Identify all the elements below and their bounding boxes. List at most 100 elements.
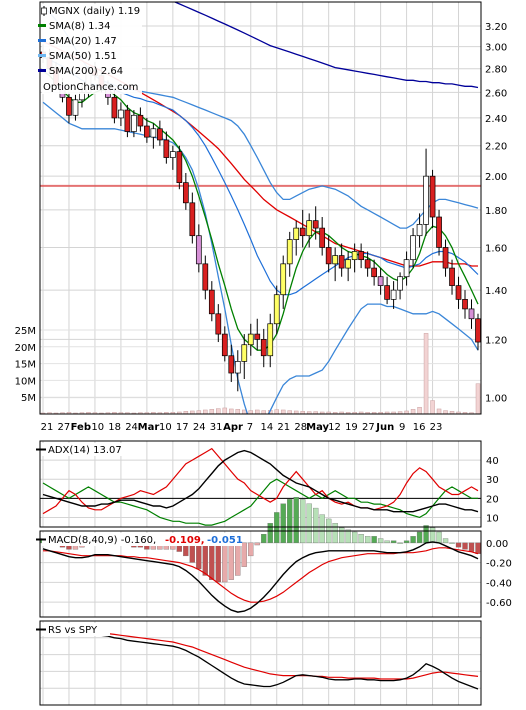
x-axis-label: 16 <box>413 422 426 433</box>
x-axis-label: Apr <box>223 422 243 433</box>
candle-body <box>416 224 423 237</box>
x-axis-label: 21 <box>277 422 290 433</box>
volume-bar <box>222 407 228 415</box>
volume-bar <box>261 410 266 415</box>
macd-histogram-bar <box>455 542 462 548</box>
minus-di-line <box>42 478 478 526</box>
rs-line <box>42 627 479 690</box>
macd-histogram-bar <box>209 542 215 580</box>
price-tick-label: 1.60 <box>485 243 507 254</box>
volume-bar <box>287 410 292 415</box>
macd-histogram-bar <box>339 527 345 544</box>
volume-bar <box>436 408 442 415</box>
price-panel-frame <box>39 1 482 415</box>
macd-histogram-bar <box>384 540 390 544</box>
macd-histogram-value: -0.051 <box>207 535 243 546</box>
adx-tick-label: 10 <box>486 513 499 524</box>
macd-histogram-bar <box>377 538 384 544</box>
candle-body <box>442 247 449 269</box>
candle-body <box>338 255 345 269</box>
legend-swatch <box>38 39 46 42</box>
candle-body <box>124 109 131 132</box>
x-axis-label: 18 <box>108 422 121 433</box>
volume-bar <box>280 409 286 415</box>
volume-bar <box>255 409 260 415</box>
x-axis-label: 7 <box>247 422 253 433</box>
candle-body <box>332 255 339 265</box>
candle-body <box>273 294 280 325</box>
candle-body <box>293 227 300 240</box>
macd-label-bg <box>42 533 242 546</box>
price-tick-label: 2.40 <box>485 114 507 125</box>
macd-histogram-bar <box>222 542 228 583</box>
candle-body <box>208 289 215 315</box>
macd-histogram-bar <box>351 531 358 544</box>
rs-label: RS vs SPY <box>48 625 98 636</box>
candle-body <box>195 235 202 265</box>
volume-bar <box>443 410 448 415</box>
macd-histogram-bar <box>436 531 442 544</box>
candle-body <box>241 344 248 362</box>
adx-panel-frame <box>39 440 482 528</box>
legend-candle-icon <box>41 7 47 15</box>
x-axis-label: 28 <box>294 422 307 433</box>
adx-tick-label: 30 <box>486 475 499 486</box>
legend-label: MGNX (daily) 1.19 <box>49 6 140 17</box>
candle-body <box>131 114 137 132</box>
candle-body <box>137 114 144 127</box>
macd-tick-label: -0.20 <box>486 559 512 570</box>
volume-tick-label: 20M <box>15 343 36 354</box>
text-layer: 3.20 3.00 2.80 2.60 2.40 2.20 2.00 1.80 1.60 1.40… <box>15 4 512 636</box>
candle-body <box>319 227 326 248</box>
x-axis-label: 24 <box>125 422 138 433</box>
macd-histogram-bar <box>202 542 208 576</box>
macd-histogram-bar <box>287 499 293 544</box>
sma8-line <box>42 70 479 351</box>
macd-histogram-bar <box>248 542 254 557</box>
x-axis-label: 19 <box>345 422 358 433</box>
x-axis-label: 27 <box>58 422 71 433</box>
candle-body <box>247 333 254 346</box>
candle-body <box>345 259 351 269</box>
candle-body <box>157 128 163 141</box>
macd-histogram-bar <box>371 536 377 544</box>
macd-histogram-bar <box>364 536 371 544</box>
price-tick-label: 1.00 <box>485 394 507 405</box>
candle-body <box>202 263 209 291</box>
macd-histogram-bar <box>429 527 436 544</box>
volume-bar <box>417 407 422 415</box>
x-axis-label: Feb <box>71 422 91 433</box>
volume-bar <box>430 400 435 415</box>
x-axis-label: 21 <box>41 422 54 433</box>
macd-line <box>42 541 479 613</box>
macd-label: MACD(8,40,9) -0.160, <box>48 535 156 546</box>
candle-body <box>221 333 228 357</box>
adx-tick-label: 40 <box>486 456 499 467</box>
x-axis-label: 23 <box>430 422 443 433</box>
macd-histogram-bar <box>215 542 221 583</box>
macd-histogram-bar <box>416 531 423 544</box>
candle-body <box>462 299 468 310</box>
macd-panel-frame <box>39 530 482 618</box>
price-tick-label: 1.80 <box>485 206 507 217</box>
bollinger-lower-line <box>42 101 479 414</box>
macd-histogram-bar <box>358 534 364 544</box>
candle-body <box>390 289 397 300</box>
macd-tick-label: -0.40 <box>486 578 512 589</box>
legend-label: SMA(200) 2.64 <box>49 66 123 77</box>
candle-body <box>351 251 358 261</box>
x-axis-label: 31 <box>210 422 223 433</box>
grid-layer <box>40 2 481 705</box>
macd-histogram-bar <box>345 529 351 544</box>
volume-bar <box>203 409 208 415</box>
candle-body <box>299 227 306 237</box>
macd-tick-label: -0.60 <box>486 598 512 609</box>
legend-box <box>42 4 142 94</box>
candle-body <box>254 333 261 340</box>
candle-body <box>429 175 436 218</box>
volume-tick-label: 25M <box>15 326 36 337</box>
adx-label: ADX(14) 13.07 <box>48 445 122 456</box>
candle-body <box>449 267 455 286</box>
macd-histogram-bar <box>261 534 267 544</box>
